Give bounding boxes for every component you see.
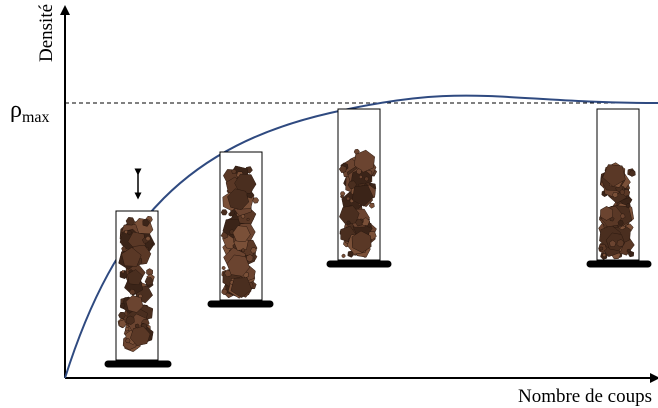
grain xyxy=(145,236,151,242)
grain xyxy=(125,338,131,344)
grain xyxy=(250,247,257,254)
grain xyxy=(354,149,375,173)
grain xyxy=(599,246,604,251)
grain xyxy=(127,230,132,236)
grain xyxy=(619,213,626,220)
grain xyxy=(600,206,613,221)
grain xyxy=(144,277,154,286)
grain xyxy=(119,303,126,309)
grain xyxy=(246,254,254,263)
grain xyxy=(356,168,362,175)
rho: ρ xyxy=(10,97,22,123)
grain xyxy=(368,202,375,209)
grain xyxy=(346,196,351,201)
grain xyxy=(602,164,626,188)
grain xyxy=(232,225,251,243)
grain xyxy=(121,270,125,274)
grain xyxy=(130,326,151,346)
grain xyxy=(602,253,607,258)
columns xyxy=(104,108,652,368)
grain xyxy=(151,242,155,246)
grain xyxy=(340,191,346,197)
grain xyxy=(619,189,626,196)
grain xyxy=(127,269,144,286)
grain xyxy=(626,248,631,254)
grain xyxy=(240,214,246,219)
grain xyxy=(142,218,151,227)
grain xyxy=(118,319,127,328)
x-label: Nombre de coups xyxy=(518,386,652,407)
grain xyxy=(221,288,228,296)
grain xyxy=(129,289,136,295)
grain xyxy=(126,315,135,325)
grain xyxy=(351,230,372,253)
grain xyxy=(246,217,250,222)
rho-max-label: ρmax xyxy=(10,97,50,126)
grain xyxy=(361,217,371,226)
grain xyxy=(351,184,374,207)
grain xyxy=(118,311,126,319)
y-label: Densité xyxy=(36,4,57,62)
grain xyxy=(341,253,346,258)
grain xyxy=(220,209,228,216)
grain xyxy=(609,239,617,247)
grain xyxy=(359,174,363,179)
grain xyxy=(252,197,259,204)
grain xyxy=(617,219,624,226)
grain xyxy=(121,247,142,267)
grain xyxy=(226,254,250,277)
grain xyxy=(221,266,226,270)
grain xyxy=(135,323,140,329)
grain xyxy=(227,188,250,211)
grain xyxy=(364,176,369,182)
grain xyxy=(125,217,135,226)
grain xyxy=(146,268,153,276)
grain xyxy=(616,239,625,248)
grain xyxy=(338,165,347,174)
grain xyxy=(241,247,246,253)
grain xyxy=(354,218,363,227)
grain xyxy=(346,220,351,225)
grain xyxy=(628,170,636,177)
grain xyxy=(231,168,237,174)
rho-subscript: max xyxy=(22,109,50,126)
grain xyxy=(611,191,619,199)
grain xyxy=(625,203,631,209)
grain xyxy=(230,277,252,299)
grain xyxy=(125,295,144,313)
grain xyxy=(124,326,130,332)
grain xyxy=(224,269,232,278)
